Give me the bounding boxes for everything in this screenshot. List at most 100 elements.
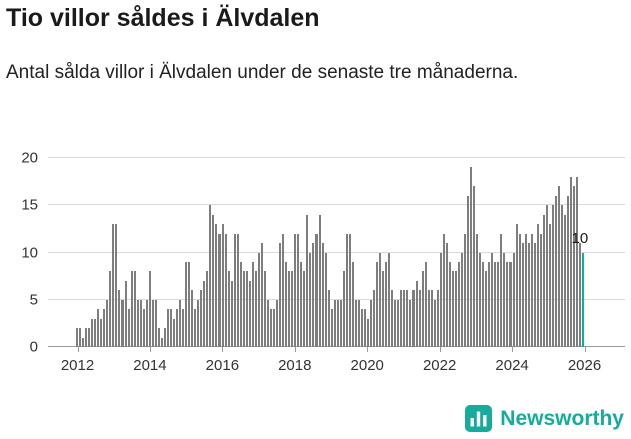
bar bbox=[370, 299, 373, 347]
bar bbox=[321, 243, 324, 347]
bar bbox=[218, 233, 221, 347]
bar-chart-icon bbox=[465, 405, 493, 432]
bar bbox=[118, 290, 121, 347]
x-tick-mark bbox=[77, 347, 79, 352]
bar bbox=[564, 214, 567, 347]
bar bbox=[300, 261, 303, 347]
bar bbox=[91, 318, 94, 347]
x-tick-mark bbox=[584, 347, 586, 352]
bar bbox=[282, 233, 285, 347]
bar bbox=[454, 271, 457, 347]
x-tick-mark bbox=[367, 347, 369, 352]
bar bbox=[382, 271, 385, 347]
bar bbox=[245, 271, 248, 347]
x-tick-label: 2024 bbox=[495, 357, 529, 374]
bar bbox=[545, 205, 548, 347]
page-subtitle: Antal sålda villor i Älvdalen under de s… bbox=[6, 62, 519, 83]
x-tick-mark bbox=[294, 347, 296, 352]
bar bbox=[354, 299, 357, 347]
bar bbox=[467, 195, 470, 347]
x-axis-baseline bbox=[48, 346, 625, 347]
bar bbox=[103, 309, 106, 347]
bar bbox=[263, 271, 266, 347]
bar bbox=[473, 186, 476, 347]
bar bbox=[409, 299, 412, 347]
x-tick-mark bbox=[439, 347, 441, 352]
y-tick-label: 5 bbox=[29, 291, 38, 309]
bar bbox=[145, 299, 148, 347]
bar bbox=[191, 290, 194, 347]
bar bbox=[376, 261, 379, 347]
bar bbox=[457, 261, 460, 347]
bar bbox=[351, 261, 354, 347]
bar bbox=[430, 290, 433, 347]
bar bbox=[327, 290, 330, 347]
bar bbox=[115, 224, 118, 347]
bar bbox=[427, 290, 430, 347]
bar bbox=[124, 280, 127, 347]
bar bbox=[291, 271, 294, 347]
bar bbox=[521, 243, 524, 347]
bar bbox=[215, 224, 218, 347]
bar bbox=[148, 271, 151, 347]
bar bbox=[324, 252, 327, 347]
bar bbox=[557, 186, 560, 347]
bar bbox=[166, 309, 169, 347]
bar bbox=[251, 261, 254, 347]
bar bbox=[554, 195, 557, 347]
bar bbox=[206, 271, 209, 347]
bar bbox=[173, 318, 176, 347]
bar bbox=[309, 252, 312, 347]
bar bbox=[294, 233, 297, 347]
bar bbox=[342, 271, 345, 347]
bar bbox=[330, 309, 333, 347]
bar bbox=[236, 233, 239, 347]
bar bbox=[157, 328, 160, 347]
bar bbox=[503, 252, 506, 347]
bar bbox=[373, 290, 376, 347]
bar bbox=[248, 280, 251, 347]
page-title: Tio villor såldes i Älvdalen bbox=[6, 4, 320, 32]
bar bbox=[336, 299, 339, 347]
bar bbox=[315, 233, 318, 347]
bar bbox=[227, 271, 230, 347]
bar bbox=[257, 252, 260, 347]
bar bbox=[82, 337, 85, 347]
bar bbox=[357, 299, 360, 347]
bar bbox=[367, 318, 370, 347]
bar bbox=[439, 252, 442, 347]
gridlines bbox=[48, 157, 625, 347]
bar bbox=[345, 233, 348, 347]
x-tick-label: 2020 bbox=[350, 357, 384, 374]
bar bbox=[297, 233, 300, 347]
bar bbox=[179, 299, 182, 347]
x-ticks bbox=[76, 347, 586, 353]
bar bbox=[448, 261, 451, 347]
bar bbox=[394, 299, 397, 347]
y-axis: 0 5 10 15 20 bbox=[0, 151, 38, 355]
bars: 10 bbox=[76, 158, 588, 347]
bar bbox=[348, 233, 351, 347]
bar bbox=[539, 233, 542, 347]
bar bbox=[491, 252, 494, 347]
bar bbox=[333, 299, 336, 347]
bar bbox=[579, 243, 582, 347]
bar bbox=[127, 309, 130, 347]
bar bbox=[106, 299, 109, 347]
y-tick-label: 20 bbox=[21, 149, 38, 167]
bar bbox=[424, 261, 427, 347]
bar bbox=[436, 290, 439, 347]
bar bbox=[418, 290, 421, 347]
bar bbox=[464, 233, 467, 347]
bar bbox=[121, 299, 124, 347]
bar bbox=[433, 299, 436, 347]
y-tick-label: 15 bbox=[21, 196, 38, 214]
bar bbox=[548, 224, 551, 347]
bar bbox=[188, 261, 191, 347]
bar bbox=[479, 252, 482, 347]
bar bbox=[285, 261, 288, 347]
bar bbox=[509, 261, 512, 347]
bar bbox=[542, 214, 545, 347]
bar bbox=[576, 176, 579, 347]
